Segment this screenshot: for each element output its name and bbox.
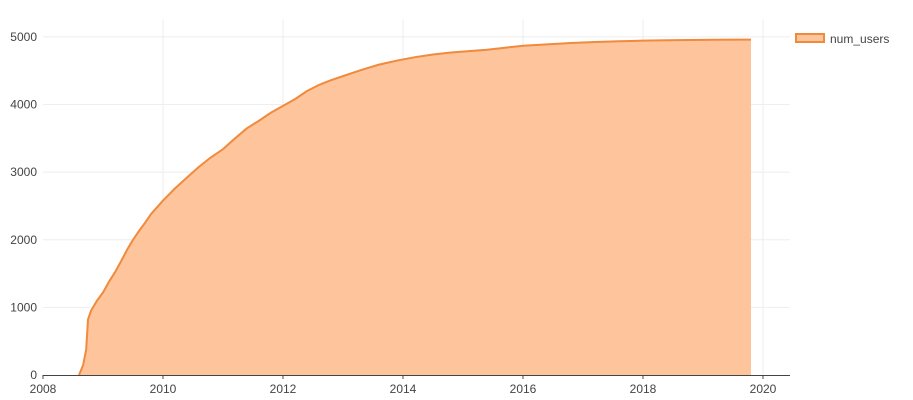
y-tick-label-2: 2000 (10, 233, 37, 247)
legend-label: num_users (830, 32, 889, 46)
y-tick-label-5: 5000 (10, 30, 37, 44)
plot-area (78, 38, 751, 376)
x-tick-label-5: 2018 (630, 382, 657, 396)
x-tick-label-6: 2020 (750, 382, 777, 396)
x-tick-label-3: 2014 (390, 382, 417, 396)
y-tick-label-1: 1000 (10, 300, 37, 314)
axes: 2008 2010 2012 2014 2016 2018 2020 0 1000 2000 300… (10, 30, 790, 396)
legend[interactable]: num_users (795, 32, 889, 46)
legend-item-num_users[interactable]: num_users (795, 32, 889, 46)
x-tick-label-4: 2016 (510, 382, 537, 396)
x-tick-label-0: 2008 (30, 382, 57, 396)
x-tick-label-1: 2010 (150, 382, 177, 396)
y-tick-label-0: 0 (30, 368, 37, 382)
x-tick-label-2: 2012 (270, 382, 297, 396)
y-tick-label-4: 4000 (10, 98, 37, 112)
series-line-num_users (78, 38, 751, 376)
y-tick-label-3: 3000 (10, 165, 37, 179)
series-area-num_users (79, 39, 751, 376)
legend-swatch (795, 33, 825, 43)
